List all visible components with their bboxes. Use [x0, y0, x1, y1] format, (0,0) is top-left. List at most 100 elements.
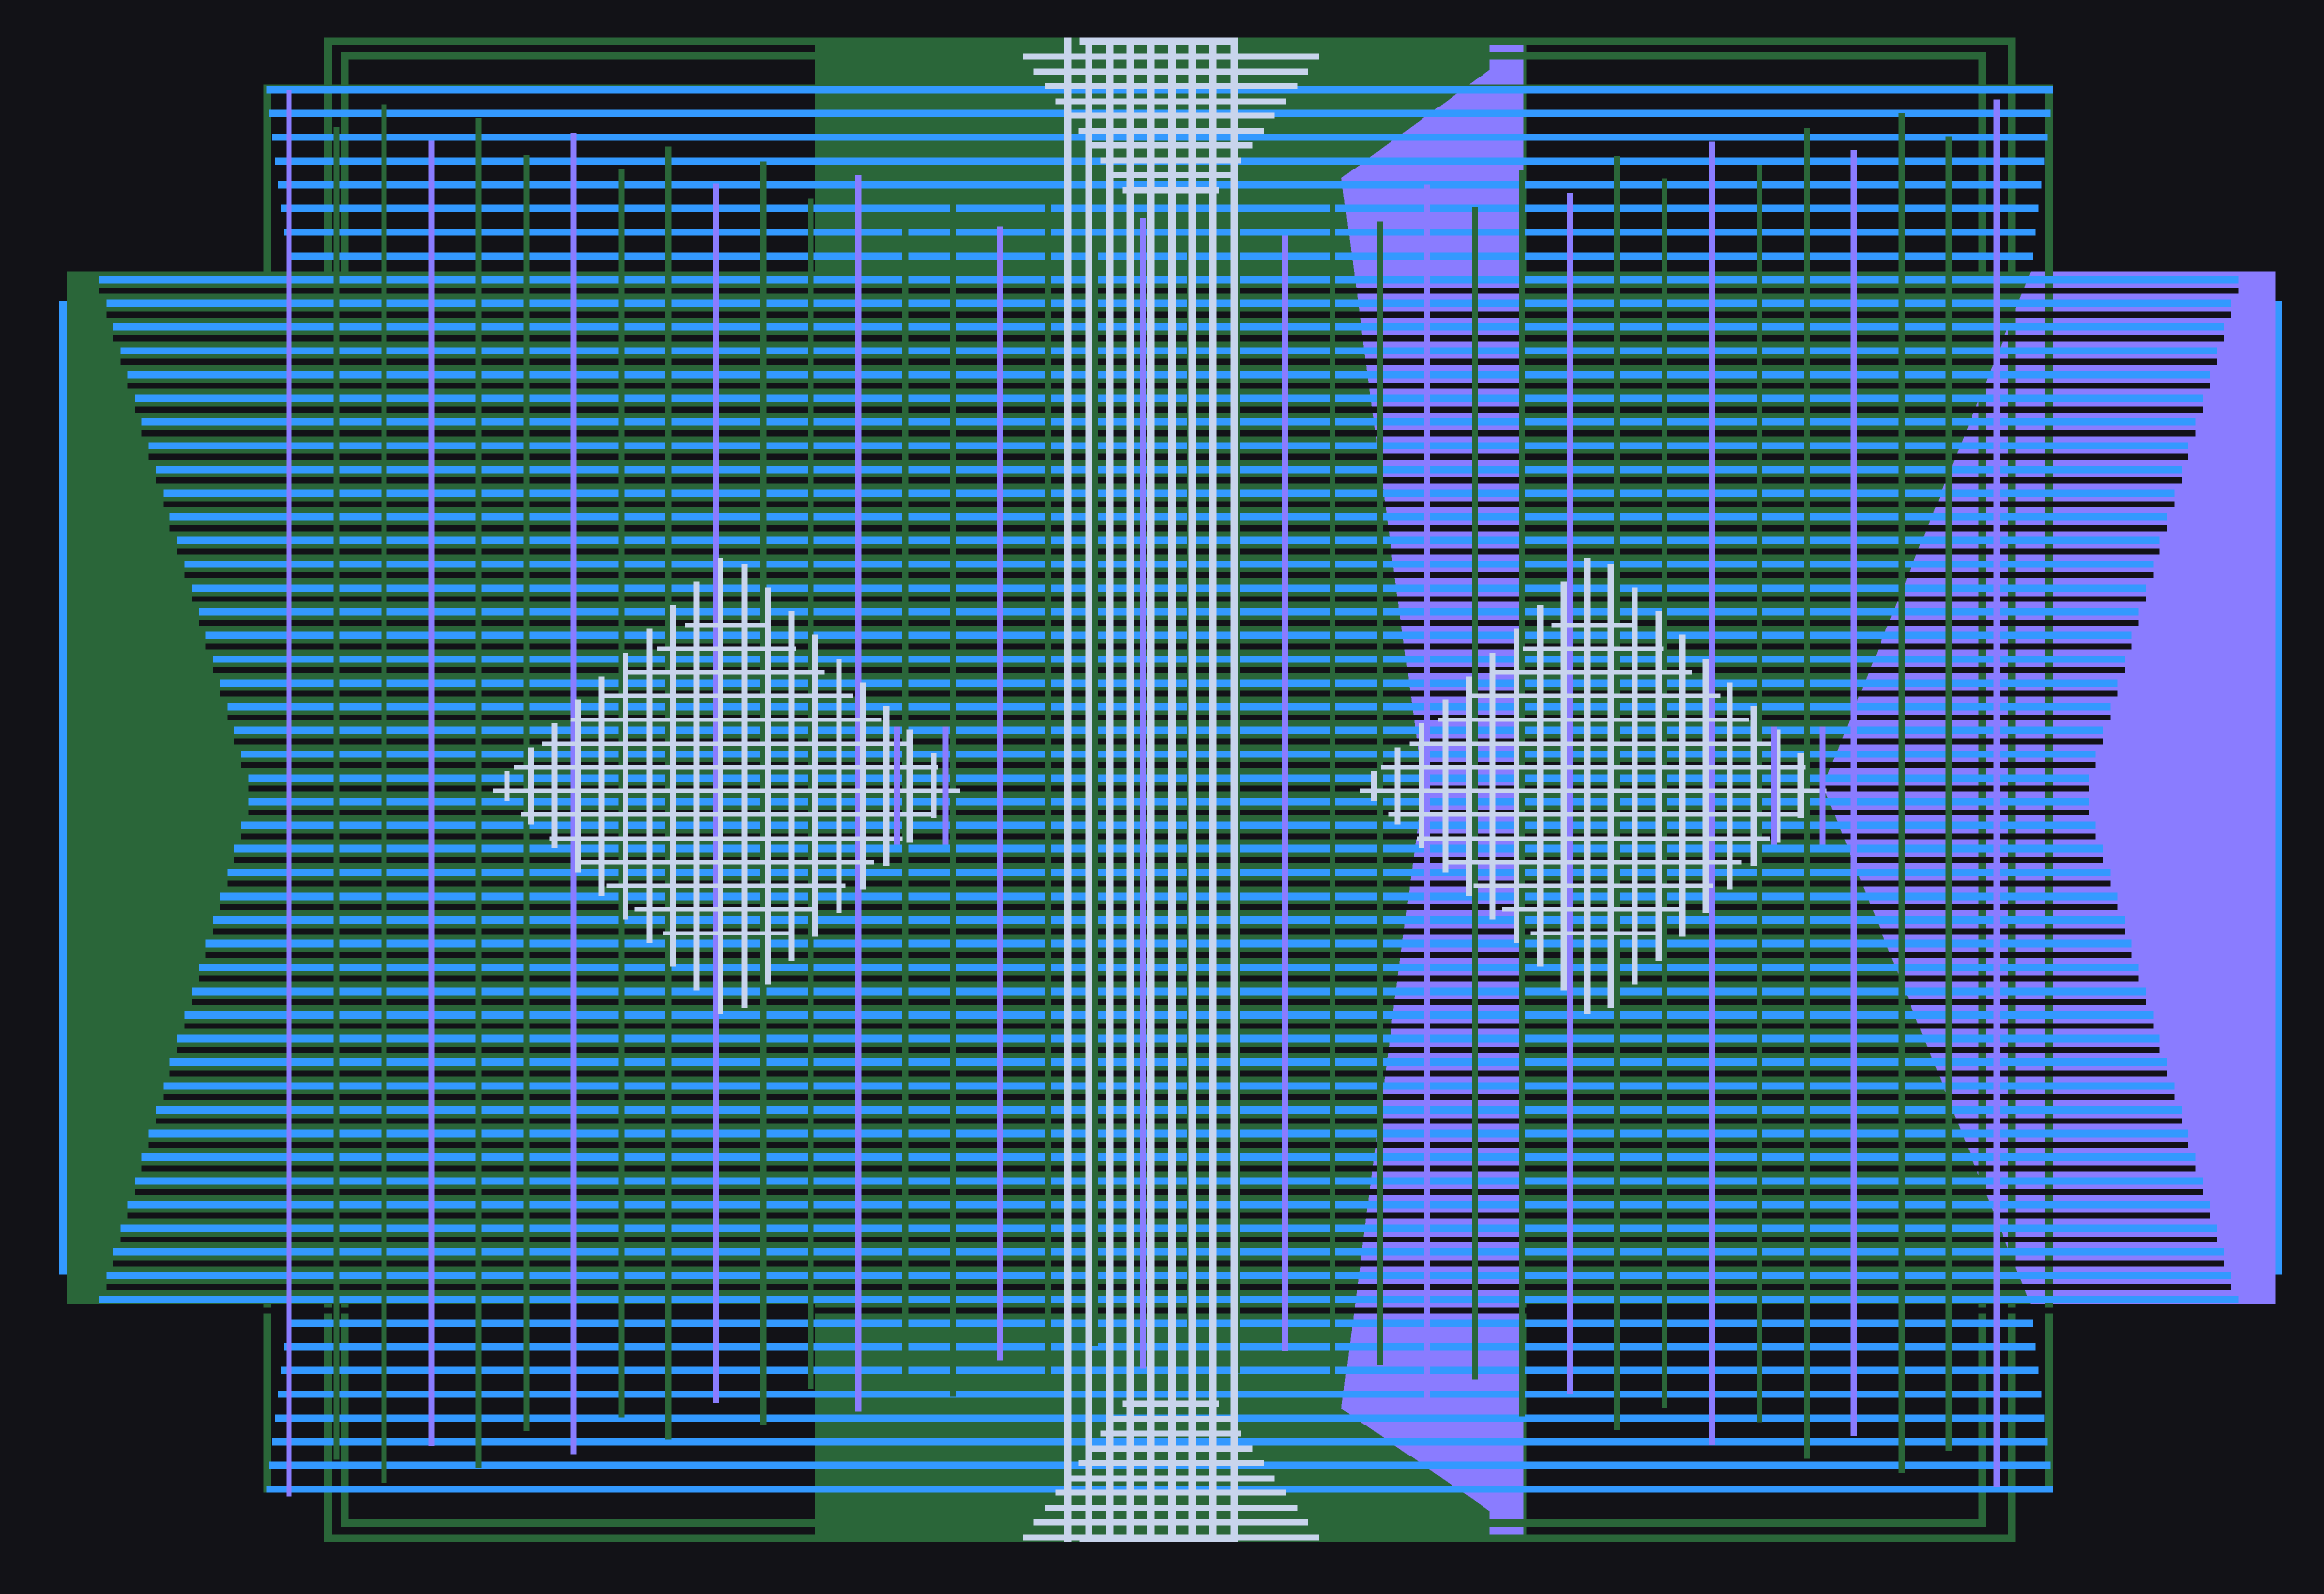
- blue-stripe: [280, 204, 2039, 213]
- light-diamond-line: [622, 652, 628, 920]
- light-bottom-chevron: [1033, 1519, 1308, 1526]
- light-diamond-line: [1607, 563, 1614, 1009]
- light-top-chevron: [1089, 142, 1253, 149]
- vertical-line: [902, 211, 909, 1375]
- light-diamond-dash: [1438, 718, 1749, 722]
- light-bottom-chevron: [1122, 1400, 1219, 1407]
- light-diamond-line: [788, 610, 795, 962]
- light-diamond-line: [527, 747, 535, 825]
- vertical-line: [1850, 150, 1857, 1437]
- light-diamond-line: [1797, 752, 1804, 819]
- light-vertical-stripe: [1147, 37, 1155, 1543]
- light-diamond-dash: [1473, 883, 1714, 889]
- light-diamond-dash: [1416, 836, 1770, 842]
- light-diamond-line: [598, 676, 605, 896]
- vertical-line: [1092, 240, 1099, 1347]
- vertical-line: [475, 118, 482, 1469]
- light-bottom-chevron: [1100, 1430, 1241, 1437]
- light-diamond-line: [836, 658, 842, 914]
- light-diamond-line: [859, 682, 866, 890]
- light-vertical-stripe: [1063, 37, 1072, 1543]
- purple-accent: [1819, 726, 1826, 845]
- purple-accent: [1771, 726, 1778, 845]
- light-top-chevron: [1033, 68, 1308, 75]
- blue-stripe: [280, 1366, 2039, 1375]
- vertical-line: [1613, 156, 1620, 1431]
- light-diamond-line: [1750, 705, 1757, 867]
- light-diamond-line: [574, 699, 581, 873]
- vertical-line: [1281, 235, 1289, 1352]
- vertical-line: [1235, 213, 1241, 1374]
- light-diamond-line: [1655, 610, 1662, 962]
- light-vertical-stripe: [1230, 37, 1238, 1543]
- light-diamond-line: [1489, 652, 1496, 920]
- light-diamond-line: [1584, 557, 1591, 1015]
- light-diamond-line: [551, 723, 558, 848]
- light-diamond-dash: [521, 812, 932, 817]
- light-bottom-chevron: [1055, 1489, 1286, 1496]
- light-bottom-chevron: [1045, 1504, 1298, 1511]
- light-diamond-line: [883, 705, 890, 867]
- light-diamond-dash: [627, 670, 825, 675]
- purple-accent: [893, 726, 901, 845]
- light-diamond-line: [1394, 747, 1401, 825]
- light-diamond-line: [764, 587, 771, 985]
- light-top-chevron: [1078, 127, 1264, 135]
- light-bottom-chevron: [1078, 1459, 1264, 1467]
- light-bottom-chevron: [1023, 1534, 1320, 1541]
- vertical-line: [1756, 164, 1762, 1423]
- light-diamond-dash: [1494, 670, 1693, 675]
- light-vertical-stripe: [1168, 37, 1176, 1543]
- light-top-chevron: [1100, 157, 1241, 164]
- blue-stripe: [283, 229, 2036, 236]
- light-diamond-dash: [570, 718, 882, 722]
- blue-stripe: [286, 1319, 2034, 1328]
- vertical-line: [1993, 99, 2000, 1487]
- light-vertical-stripe: [1126, 37, 1134, 1543]
- light-diamond-line: [741, 563, 748, 1009]
- vertical-line: [428, 140, 435, 1446]
- light-diamond-dash: [513, 765, 939, 770]
- light-diamond-line: [1632, 587, 1638, 985]
- light-diamond-dash: [656, 646, 797, 652]
- light-diamond-line: [1513, 628, 1519, 943]
- light-diamond-dash: [1409, 741, 1778, 747]
- blue-stripe: [272, 134, 2048, 141]
- light-diamond-dash: [1523, 646, 1664, 652]
- vertical-line: [333, 126, 340, 1460]
- light-diamond-dash: [1388, 812, 1799, 817]
- light-bottom-chevron: [1067, 1475, 1275, 1482]
- light-diamond-dash: [606, 883, 846, 889]
- light-diamond-dash: [634, 907, 818, 912]
- light-diamond-line: [1442, 699, 1449, 873]
- light-bottom-chevron: [1089, 1445, 1253, 1452]
- light-vertical-stripe: [1208, 37, 1217, 1543]
- light-top-chevron: [1067, 112, 1275, 119]
- light-diamond-dash: [1445, 860, 1742, 865]
- vertical-line: [286, 89, 292, 1497]
- light-diamond-line: [1560, 581, 1567, 991]
- left-edge-line: [59, 301, 67, 1275]
- vertical-line: [1471, 206, 1479, 1380]
- light-diamond-line: [1418, 723, 1424, 848]
- light-diamond-line: [669, 604, 676, 967]
- blue-stripe: [277, 181, 2042, 189]
- light-vertical-stripe: [1105, 37, 1114, 1543]
- vertical-line: [1898, 113, 1905, 1474]
- vertical-line: [618, 169, 625, 1418]
- light-diamond-dash: [1530, 931, 1657, 936]
- light-diamond-line: [906, 729, 913, 843]
- blue-stripe: [283, 1343, 2036, 1351]
- light-vertical-stripe: [1188, 37, 1197, 1543]
- light-top-chevron: [1055, 98, 1286, 105]
- light-diamond-line: [646, 628, 653, 943]
- light-vertical-stripe: [1085, 37, 1093, 1543]
- light-diamond-dash: [1466, 693, 1721, 699]
- light-diamond-dash: [685, 623, 768, 628]
- light-top-chevron: [1045, 83, 1298, 90]
- light-diamond-line: [1537, 604, 1544, 967]
- vertical-line: [997, 226, 1004, 1361]
- vertical-line: [1329, 199, 1336, 1389]
- blue-stripe: [286, 252, 2034, 261]
